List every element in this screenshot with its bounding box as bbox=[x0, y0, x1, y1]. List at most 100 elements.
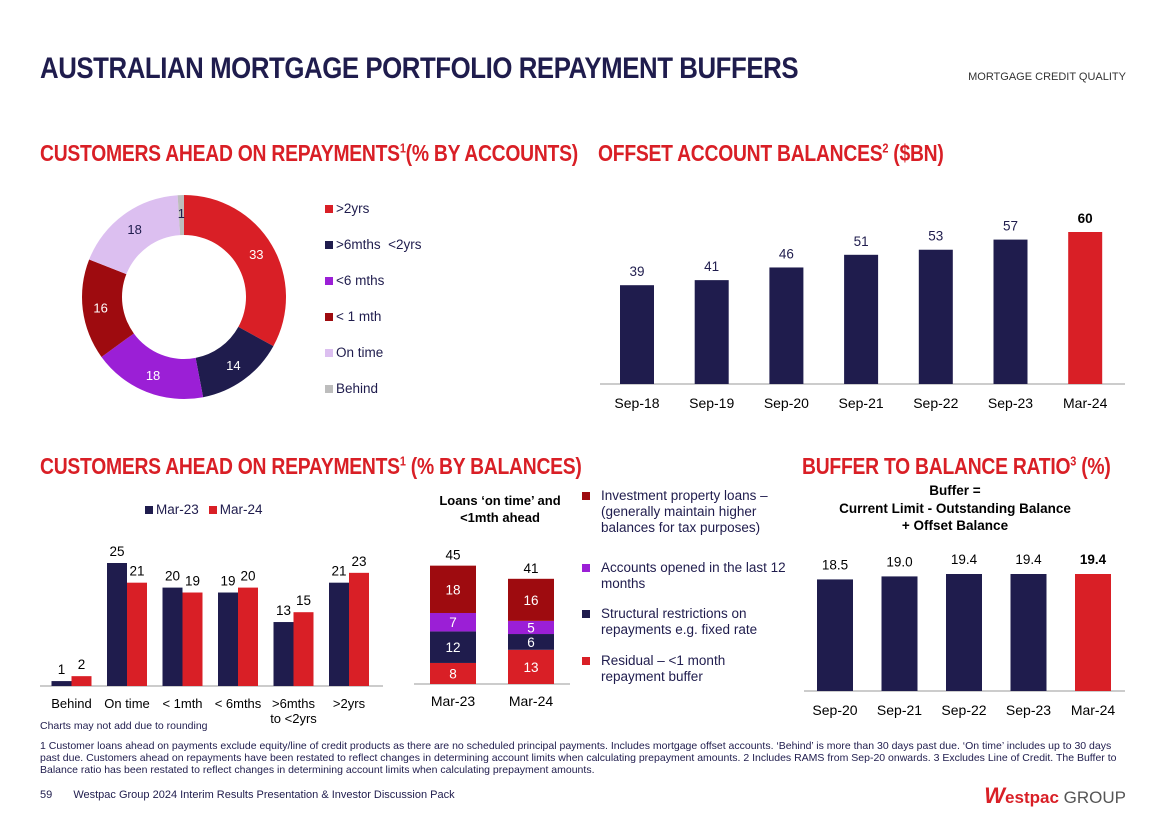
donut-legend-item: < 1 mth bbox=[325, 309, 381, 324]
donut-slice-label: 16 bbox=[93, 301, 107, 316]
buffer-chart: 18.5 Sep-20 19.0 Sep-21 19.4 Sep-22 19.4 Sep-23… bbox=[804, 552, 1125, 718]
stacked-legend-item: Structural restrictions on repayments e.… bbox=[582, 606, 787, 638]
balances-value-label: 20 bbox=[165, 569, 180, 584]
balances-bar bbox=[162, 587, 183, 686]
balances-bar bbox=[329, 582, 349, 686]
stacked-segment bbox=[508, 649, 554, 684]
balances-value-label: 21 bbox=[331, 564, 346, 579]
stacked-chart: 8 12 7 18 45 Mar-23 13 65 16 41 Mar-24 bbox=[414, 548, 570, 709]
stacked-total-label: 41 bbox=[523, 561, 538, 576]
legend-swatch bbox=[325, 204, 333, 213]
stacked-segment-label: 13 bbox=[523, 660, 538, 675]
stacked-segment-label: 5 bbox=[527, 620, 535, 635]
balances-bar bbox=[293, 612, 314, 686]
buffer-formula-line3: + Offset Balance bbox=[901, 518, 1009, 533]
donut-slice bbox=[89, 195, 181, 275]
buffer-bar bbox=[881, 576, 918, 691]
offset-value-label: 51 bbox=[854, 234, 869, 249]
logo-westpac: estpac bbox=[1005, 788, 1059, 807]
offset-value-label: 53 bbox=[928, 229, 943, 244]
legend-swatch bbox=[325, 240, 333, 249]
balances-bar bbox=[218, 592, 238, 686]
balances-x-tick: >2yrs bbox=[333, 696, 366, 711]
legend-label: < 1 mth bbox=[336, 309, 382, 324]
rounding-note: Charts may not add due to rounding bbox=[40, 720, 208, 732]
footnote: 1 Customer loans ahead on payments exclu… bbox=[40, 740, 1117, 776]
buffer-value-label: 19.4 bbox=[951, 552, 978, 567]
westpac-logo: Westpac GROUP bbox=[984, 783, 1126, 809]
balances-bar bbox=[127, 582, 147, 686]
balances-x-tick: < 6mths bbox=[215, 696, 262, 711]
offset-x-tick: Mar-24 bbox=[1063, 395, 1108, 411]
offset-chart-title: OFFSET ACCOUNT BALANCES2 ($BN) bbox=[598, 140, 944, 166]
offset-value-label: 41 bbox=[704, 259, 719, 274]
donut-slice-label: 18 bbox=[146, 368, 160, 383]
donut-chart-title: CUSTOMERS AHEAD ON REPAYMENTS1(% BY ACCO… bbox=[40, 140, 578, 166]
balances-chart-title: CUSTOMERS AHEAD ON REPAYMENTS1 (% BY BAL… bbox=[40, 453, 582, 479]
legend-label: On time bbox=[336, 345, 384, 360]
donut-legend-item: >2yrs bbox=[325, 201, 369, 216]
buffer-value-label: 18.5 bbox=[822, 557, 848, 572]
footer: 59 Westpac Group 2024 Interim Results Pr… bbox=[40, 789, 455, 801]
offset-value-label: 46 bbox=[779, 246, 794, 261]
balances-value-label: 20 bbox=[240, 569, 255, 584]
balances-value-label: 19 bbox=[185, 574, 200, 589]
stacked-segment-label: 18 bbox=[445, 582, 460, 597]
donut-slice-label: 1 bbox=[178, 206, 185, 221]
buffer-bar bbox=[946, 574, 982, 691]
legend-swatch bbox=[325, 348, 333, 357]
legend-label: <6 mths bbox=[336, 273, 385, 288]
offset-value-label: 60 bbox=[1078, 211, 1093, 226]
page-title: AUSTRALIAN MORTGAGE PORTFOLIO REPAYMENT … bbox=[40, 52, 799, 85]
balances-x-tick: to <2yrs bbox=[270, 711, 317, 726]
stacked-segment-label: 16 bbox=[523, 593, 538, 608]
buffer-x-tick: Sep-20 bbox=[812, 702, 857, 718]
buffer-formula-line2: Current Limit - Outstanding Balance bbox=[839, 500, 1071, 516]
stacked-x-tick: Mar-23 bbox=[431, 693, 476, 709]
offset-bar bbox=[769, 267, 804, 384]
offset-bar bbox=[993, 239, 1028, 384]
offset-x-tick: Sep-19 bbox=[689, 395, 734, 411]
stacked-segment bbox=[430, 612, 476, 632]
logo-w: W bbox=[984, 783, 1006, 808]
balances-x-tick: Behind bbox=[51, 696, 91, 711]
buffer-x-tick: Sep-23 bbox=[1006, 702, 1051, 718]
balances-bar bbox=[273, 622, 294, 686]
balances-legend: Mar-23 Mar-24 bbox=[145, 502, 263, 517]
balances-bar bbox=[349, 572, 369, 686]
stacked-legend-item: Investment property loans – (generally m… bbox=[582, 488, 787, 536]
offset-chart: 39 Sep-18 41 Sep-19 46 Sep-20 51 Sep-21 53 Sep-22… bbox=[600, 211, 1125, 411]
legend-swatch bbox=[325, 312, 333, 321]
buffer-bar bbox=[1010, 574, 1047, 691]
stacked-segment-label: 7 bbox=[449, 615, 457, 630]
donut-slice bbox=[101, 333, 204, 399]
legend-label: Behind bbox=[336, 381, 379, 396]
buffer-value-label: 19.4 bbox=[1080, 552, 1107, 567]
legend-label: >6mths <2yrs bbox=[336, 237, 422, 252]
offset-bar bbox=[694, 280, 729, 384]
donut-slice bbox=[177, 195, 184, 236]
buffer-value-label: 19.0 bbox=[886, 554, 912, 569]
legend-swatch bbox=[582, 564, 590, 572]
legend-label: >2yrs bbox=[336, 201, 370, 216]
logo-group: GROUP bbox=[1063, 788, 1126, 807]
buffer-x-tick: Mar-24 bbox=[1071, 702, 1116, 718]
stacked-segment-label: 6 bbox=[527, 635, 535, 650]
balances-x-tick: >6mths bbox=[272, 696, 315, 711]
balances-bar bbox=[238, 587, 258, 686]
legend-mar23: Mar-23 bbox=[145, 502, 199, 517]
balances-bar bbox=[107, 563, 127, 686]
donut-legend-item: On time bbox=[325, 345, 383, 360]
legend-swatch bbox=[325, 384, 333, 393]
stacked-total-label: 45 bbox=[445, 548, 460, 563]
legend-label: Accounts opened in the last 12 months bbox=[601, 560, 786, 591]
donut-slice bbox=[195, 326, 274, 398]
offset-bar bbox=[620, 285, 654, 384]
buffer-x-tick: Sep-22 bbox=[941, 702, 986, 718]
stacked-segment bbox=[430, 565, 476, 613]
donut-slice bbox=[184, 195, 286, 347]
balances-bar bbox=[182, 592, 203, 686]
stacked-segment bbox=[508, 578, 554, 621]
balances-value-label: 21 bbox=[129, 564, 144, 579]
stacked-segment bbox=[508, 634, 554, 650]
